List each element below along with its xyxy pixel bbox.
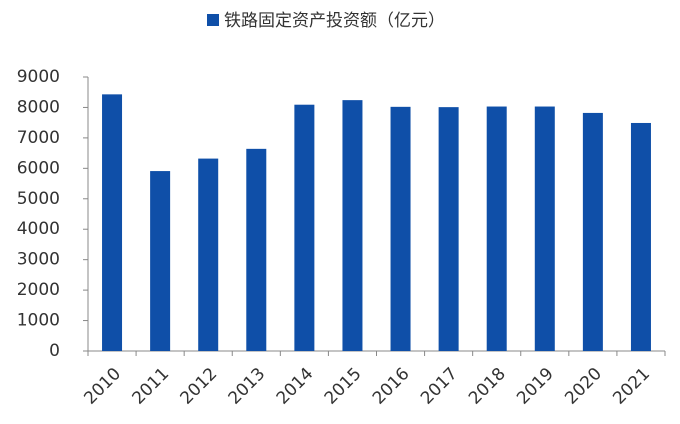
x-tick-label: 2012 (177, 364, 222, 409)
x-tick-label: 2011 (128, 364, 173, 409)
bar (102, 94, 123, 351)
x-tick-label: 2016 (369, 364, 414, 409)
x-tick-label: 2013 (225, 364, 270, 409)
bar (198, 158, 219, 351)
x-tick-label: 2015 (321, 364, 366, 409)
y-tick-label: 8000 (17, 97, 60, 117)
y-tick-label: 6000 (17, 158, 60, 178)
y-tick-label: 7000 (17, 128, 60, 148)
x-tick-label: 2018 (465, 364, 510, 409)
y-tick-label: 3000 (17, 250, 60, 270)
bar (294, 104, 315, 352)
x-tick-label: 2020 (561, 364, 606, 409)
legend-swatch (207, 14, 219, 26)
x-tick-label: 2017 (417, 364, 462, 409)
x-tick-label: 2010 (80, 364, 125, 409)
bar (438, 107, 459, 351)
bar (150, 171, 171, 351)
y-tick-label: 2000 (17, 280, 60, 300)
x-tick-label: 2014 (273, 364, 318, 409)
x-tick-label: 2021 (609, 364, 654, 409)
bar (534, 106, 555, 351)
y-tick-label: 0 (49, 341, 60, 361)
bar (342, 100, 363, 351)
y-tick-label: 5000 (17, 189, 60, 209)
bar (486, 106, 507, 351)
y-tick-label: 1000 (17, 311, 60, 331)
y-tick-label: 4000 (17, 219, 60, 239)
bar (390, 106, 411, 351)
x-tick-label: 2019 (513, 364, 558, 409)
legend-label: 铁路固定资产投资额（亿元） (224, 11, 445, 31)
y-tick-label: 9000 (17, 67, 60, 87)
bar (630, 122, 651, 352)
bar (246, 148, 267, 351)
bar (582, 112, 603, 352)
